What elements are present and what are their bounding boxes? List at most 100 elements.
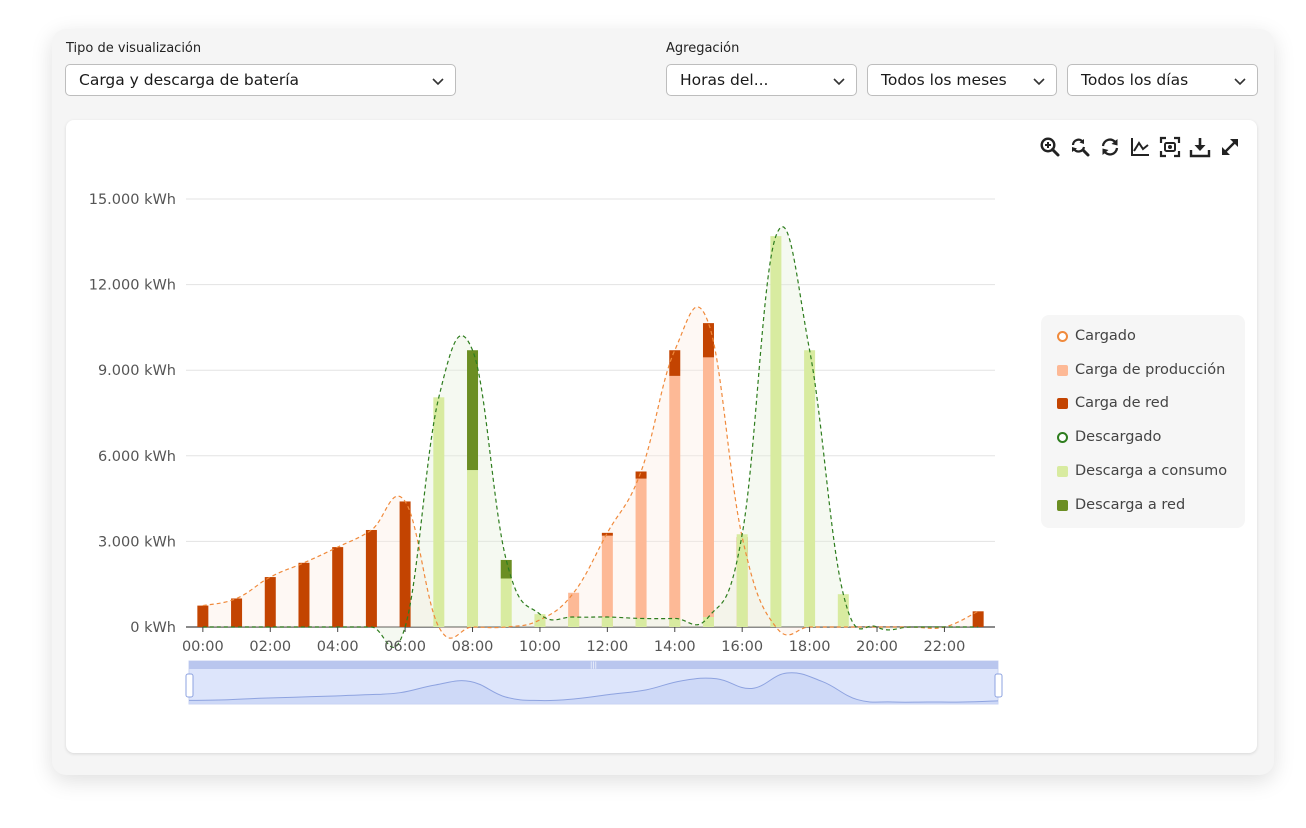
x-tick-label: 10:00 — [519, 639, 561, 655]
legend-swatch — [1057, 431, 1068, 443]
bar-carga-red — [702, 323, 714, 358]
fullscreen-icon[interactable] — [1219, 136, 1241, 158]
x-tick-label: 20:00 — [856, 639, 898, 655]
refresh-icon[interactable] — [1099, 136, 1121, 158]
x-tick-label: 18:00 — [789, 639, 831, 655]
bar-carga-red — [231, 598, 243, 627]
bar-carga-red — [399, 501, 411, 627]
chevron-down-icon — [833, 78, 845, 86]
bar-descarga-consumo — [601, 617, 613, 627]
download-icon[interactable] — [1189, 136, 1211, 158]
aggregation-hours-value: Horas del... — [680, 71, 769, 89]
zoom-reset-icon[interactable] — [1069, 136, 1091, 158]
view-type-label: Tipo de visualización — [66, 41, 202, 56]
zoom-slider-line — [188, 672, 999, 703]
aggregation-label: Agregación — [666, 41, 740, 56]
legend-label: Descarga a red — [1075, 497, 1186, 513]
months-select[interactable]: Todos los meses — [867, 64, 1057, 96]
x-tick-label: 02:00 — [249, 639, 291, 655]
x-tick-label: 22:00 — [924, 639, 966, 655]
zoom-slider-grip: ||| — [590, 661, 597, 669]
legend-swatch — [1057, 465, 1068, 477]
legend-label: Descarga a consumo — [1075, 463, 1228, 479]
legend-item-cargado[interactable]: Cargado — [1057, 326, 1136, 346]
bar-descarga-consumo — [568, 617, 580, 627]
legend-label: Carga de red — [1075, 395, 1169, 411]
view-type-value: Carga y descarga de batería — [79, 71, 300, 89]
chart-type-icon[interactable] — [1129, 136, 1151, 158]
y-tick-label: 15.000 kWh — [89, 192, 176, 208]
bar-carga-red — [264, 577, 276, 627]
bar-descarga-red — [500, 559, 512, 579]
bar-carga-red — [635, 471, 647, 479]
legend-item-descarga-consumo[interactable]: Descarga a consumo — [1057, 461, 1227, 481]
screenshot-icon[interactable] — [1159, 136, 1181, 158]
legend-swatch — [1057, 330, 1068, 342]
legend-item-carga-red[interactable]: Carga de red — [1057, 393, 1169, 413]
bar-carga-produccion — [601, 535, 613, 627]
y-tick-label: 3.000 kWh — [98, 534, 176, 550]
descargado-area — [202, 226, 979, 648]
bar-descarga-consumo — [736, 534, 748, 627]
cargado-area — [202, 306, 979, 639]
chevron-down-icon — [1033, 78, 1045, 86]
bar-descarga-red — [467, 350, 479, 471]
bar-carga-red — [972, 611, 984, 627]
bar-descarga-consumo — [804, 350, 816, 627]
bar-carga-produccion — [635, 478, 647, 627]
chevron-down-icon — [432, 78, 444, 86]
x-tick-label: 08:00 — [452, 639, 494, 655]
bar-descarga-consumo — [702, 617, 714, 627]
legend-item-descarga-red[interactable]: Descarga a red — [1057, 495, 1185, 515]
bar-descarga-consumo — [500, 578, 512, 627]
aggregation-hours-select[interactable]: Horas del... — [666, 64, 857, 96]
bar-carga-produccion — [669, 375, 681, 627]
bar-carga-red — [332, 547, 344, 627]
chevron-down-icon — [1234, 78, 1246, 86]
legend-label: Cargado — [1075, 328, 1136, 344]
y-tick-label: 12.000 kWh — [89, 278, 176, 294]
zoom-slider-area — [189, 672, 998, 704]
x-tick-label: 14:00 — [654, 639, 696, 655]
y-tick-label: 9.000 kWh — [98, 363, 176, 379]
y-tick-label: 0 kWh — [130, 620, 176, 636]
x-tick-label: 06:00 — [384, 639, 426, 655]
x-tick-label: 00:00 — [182, 639, 224, 655]
y-tick-label: 6.000 kWh — [98, 449, 176, 465]
bar-descarga-consumo — [669, 618, 681, 627]
legend-label: Carga de producción — [1075, 362, 1226, 378]
bar-descarga-consumo — [635, 618, 647, 627]
legend-label: Descargado — [1075, 429, 1162, 445]
bar-descarga-consumo — [534, 614, 546, 627]
legend-item-descargado[interactable]: Descargado — [1057, 427, 1161, 447]
legend-item-carga-produccion[interactable]: Carga de producción — [1057, 360, 1225, 380]
bar-descarga-consumo — [770, 236, 782, 628]
bar-carga-red — [298, 562, 310, 627]
bar-descarga-consumo — [837, 594, 849, 627]
legend-swatch — [1057, 499, 1068, 511]
zoom-handle-left[interactable] — [185, 673, 194, 698]
zoom-in-icon[interactable] — [1039, 136, 1061, 158]
bar-carga-red — [365, 529, 377, 627]
bar-carga-red — [197, 605, 209, 627]
x-tick-label: 12:00 — [586, 639, 628, 655]
bar-carga-red — [669, 350, 681, 376]
legend-swatch — [1057, 397, 1068, 409]
bar-descarga-consumo — [433, 397, 445, 627]
zoom-slider-bar — [189, 661, 998, 669]
legend-swatch — [1057, 364, 1068, 376]
bar-carga-produccion — [702, 357, 714, 627]
x-tick-label: 16:00 — [721, 639, 763, 655]
line-cargado — [202, 306, 979, 639]
days-select[interactable]: Todos los días — [1067, 64, 1258, 96]
days-value: Todos los días — [1081, 71, 1189, 89]
bar-descarga-consumo — [467, 470, 479, 627]
chart-legend: Cargado Carga de producción Carga de red… — [1041, 315, 1245, 528]
zoom-handle-right[interactable] — [994, 673, 1003, 698]
months-value: Todos los meses — [881, 71, 1007, 89]
view-type-select[interactable]: Carga y descarga de batería — [65, 64, 456, 96]
x-tick-label: 04:00 — [317, 639, 359, 655]
bar-carga-produccion — [568, 592, 580, 627]
bar-carga-red — [601, 532, 613, 536]
